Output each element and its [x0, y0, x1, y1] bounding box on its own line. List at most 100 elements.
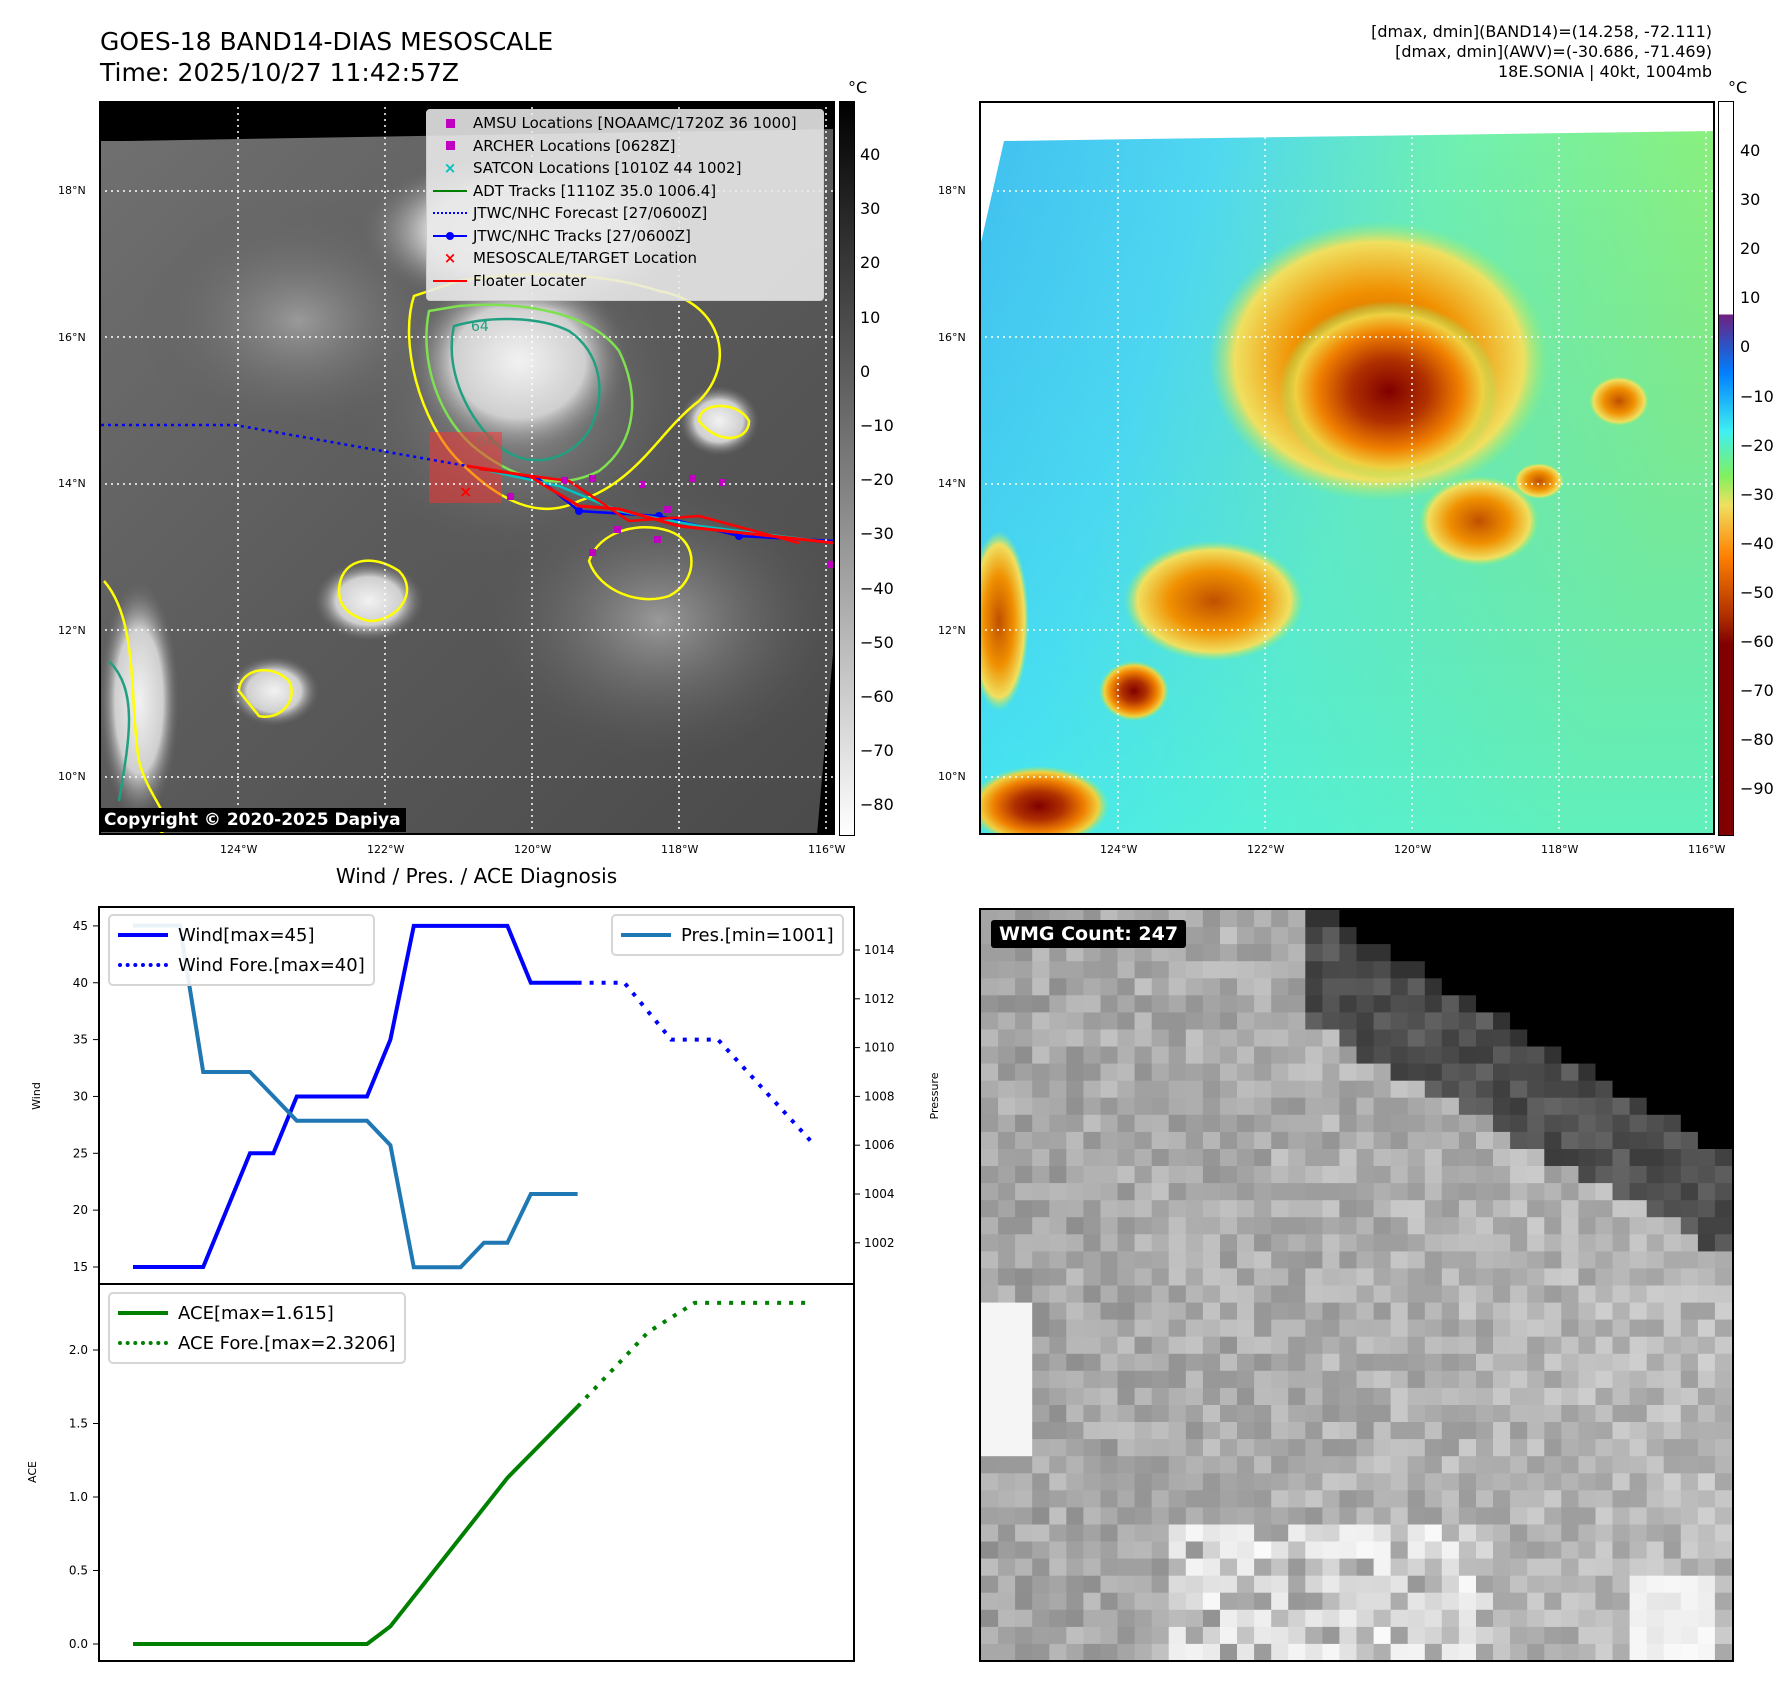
- dotted-line-icon: [118, 1341, 168, 1345]
- y2-tick-label: 1012: [864, 992, 895, 1006]
- dotted-line-icon: [427, 212, 473, 215]
- y2-tick-label: 1006: [864, 1138, 895, 1152]
- awv-range: [dmax, dmin](AWV)=(-30.686, -71.469): [1395, 42, 1712, 61]
- line-dot-icon: [427, 231, 473, 240]
- pressure-legend: Pres.[min=1001]: [611, 914, 844, 956]
- lat-label: 18°N: [58, 184, 86, 197]
- legend-jtwc-tracks: JTWC/NHC Tracks [27/0600Z]: [427, 225, 823, 248]
- ace-y-tick-label: 0.0: [69, 1637, 88, 1651]
- legend-target: × MESOSCALE/TARGET Location: [427, 247, 823, 270]
- lat-label: 14°N: [938, 477, 966, 490]
- colorbar-unit: °C: [848, 78, 868, 97]
- ace-y-tick-label: 0.5: [69, 1564, 88, 1578]
- pressure-axis-label: Pressure: [928, 1072, 941, 1119]
- colorbar-tick: −60: [1740, 632, 1774, 651]
- y-tick-label: 25: [73, 1146, 88, 1160]
- colorbar-tick: 0: [1740, 337, 1751, 357]
- wind-forecast-line: [577, 980, 814, 1144]
- colorbar-tick: 10: [1740, 288, 1761, 308]
- storm-info: 18E.SONIA | 40kt, 1004mb: [1497, 62, 1712, 81]
- y-tick-label: 30: [73, 1089, 88, 1103]
- floater-box: [429, 432, 502, 503]
- wmg-count: WMG Count: 247: [991, 920, 1187, 948]
- legend-floater: Floater Locater: [427, 270, 823, 293]
- colorbar-right: [1718, 101, 1734, 836]
- ace-forecast-line: [576, 1300, 812, 1408]
- y-tick-label: 45: [73, 919, 88, 933]
- line-icon: [427, 279, 473, 282]
- y2-tick-label: 1004: [864, 1187, 895, 1201]
- square-marker-icon: [427, 118, 473, 128]
- amsu-markers: [507, 475, 833, 568]
- colorbar-tick: 30: [860, 199, 881, 219]
- y-tick-label: 20: [73, 1203, 88, 1217]
- ace-axis-label: ACE: [26, 1461, 39, 1483]
- lon-label: 122°W: [1247, 843, 1285, 856]
- legend-amsu: AMSU Locations [NOAAMC/1720Z 36 1000]: [427, 112, 823, 135]
- colorbar-tick: −70: [860, 741, 894, 761]
- y-tick-label: 35: [73, 1033, 88, 1047]
- line-icon: [118, 1311, 168, 1315]
- stats-info: [dmax, dmin](BAND14)=(14.258, -72.111) […: [1371, 22, 1712, 82]
- legend-satcon: × SATCON Locations [1010Z 44 1002]: [427, 157, 823, 180]
- wmg-image: [981, 910, 1732, 1660]
- y-tick-label: 40: [73, 976, 88, 990]
- y2-tick-label: 1002: [864, 1236, 895, 1250]
- wmg-panel: [979, 908, 1734, 1662]
- colorbar-tick: −90: [1740, 779, 1774, 799]
- lat-label: 18°N: [938, 184, 966, 197]
- lat-label: 10°N: [938, 770, 966, 783]
- contour-label: 64: [471, 319, 489, 335]
- lon-label: 120°W: [514, 843, 552, 856]
- lon-label: 124°W: [220, 843, 258, 856]
- colorbar-tick: −50: [860, 632, 894, 652]
- title-time: Time: 2025/10/27 11:42:57Z: [100, 58, 459, 87]
- x-marker-icon: ×: [443, 159, 457, 178]
- colorbar-tick: 40: [860, 145, 881, 164]
- lat-label: 12°N: [938, 623, 966, 637]
- forecast-track: [101, 423, 468, 468]
- ace-legend: ACE[max=1.615] ACE Fore.[max=2.3206]: [108, 1292, 406, 1364]
- colorbar-tick: −50: [1740, 582, 1774, 602]
- map-legend: AMSU Locations [NOAAMC/1720Z 36 1000] AR…: [426, 109, 824, 301]
- lon-label: 116°W: [1688, 843, 1726, 856]
- legend-wind: Wind[max=45]: [118, 920, 365, 950]
- lat-label: 12°N: [58, 623, 86, 637]
- legend-forecast: JTWC/NHC Forecast [27/0600Z]: [427, 202, 823, 225]
- chart-title: Wind / Pres. / ACE Diagnosis: [335, 864, 618, 888]
- line-icon: [621, 933, 671, 937]
- lat-label: 16°N: [58, 330, 86, 344]
- lon-label: 122°W: [367, 843, 405, 856]
- colorbar-tick: −70: [1740, 681, 1774, 701]
- lat-label: 14°N: [58, 477, 86, 490]
- lon-label: 116°W: [808, 843, 846, 856]
- colorbar-tick: −10: [860, 416, 894, 435]
- line-icon: [118, 933, 168, 937]
- colorbar-tick: −60: [860, 687, 894, 706]
- wind-line: [133, 923, 578, 1269]
- colorbar-tick: −10: [1740, 386, 1774, 406]
- pressure-line: [133, 923, 578, 1270]
- colorbar-left: [839, 101, 855, 836]
- colorbar-tick: −20: [1740, 435, 1774, 455]
- wind-legend: Wind[max=45] Wind Fore.[max=40]: [108, 914, 375, 986]
- wind-axis-label: Wind: [30, 1082, 43, 1110]
- lat-label: 16°N: [938, 330, 966, 344]
- colorbar-tick: 40: [1740, 141, 1761, 160]
- ace-y-tick-label: 1.5: [69, 1417, 88, 1431]
- ace-y-tick-label: 1.0: [69, 1490, 88, 1504]
- lon-label: 124°W: [1100, 843, 1138, 856]
- colorbar-tick: 0: [860, 361, 871, 381]
- square-marker-icon: [427, 141, 473, 151]
- colorbar-tick: 30: [1740, 190, 1761, 210]
- colorbar-tick: −80: [860, 795, 894, 815]
- line-icon: [427, 189, 473, 192]
- title-product: GOES-18 BAND14-DIAS MESOSCALE: [100, 27, 554, 56]
- legend-ace-forecast: ACE Fore.[max=2.3206]: [118, 1328, 396, 1358]
- floater-track-2: [478, 467, 800, 545]
- colorbar-tick: 10: [860, 307, 881, 327]
- y-tick-label: 15: [73, 1260, 88, 1274]
- colorbar-tick: −20: [860, 470, 894, 490]
- awv-image: [981, 103, 1713, 833]
